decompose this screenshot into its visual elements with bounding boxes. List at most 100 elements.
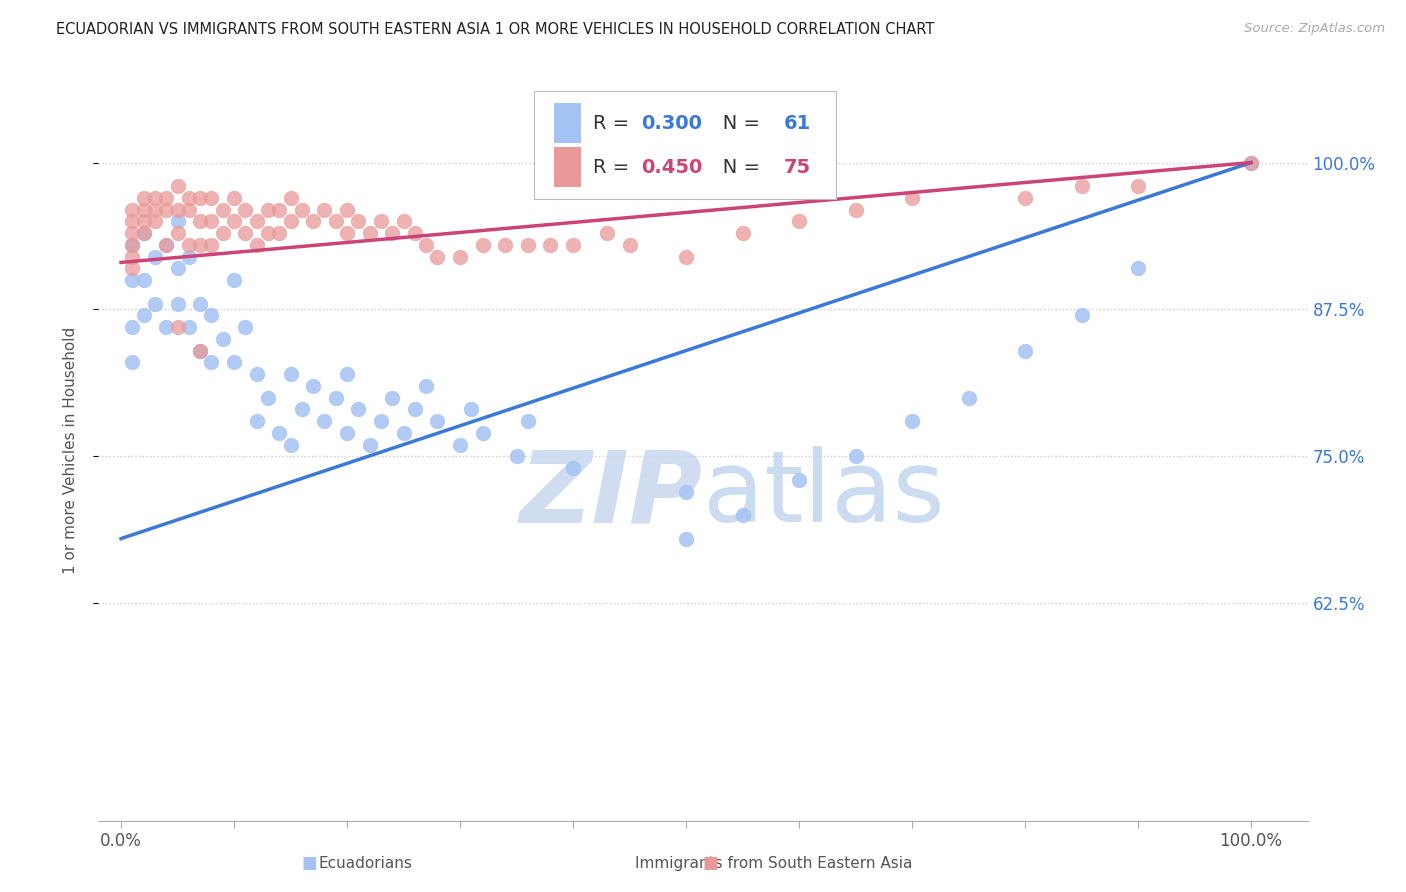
Point (957, 391, 980, 405)
Text: N =: N = (704, 113, 766, 133)
Point (494, 237, 516, 252)
Text: 75: 75 (785, 158, 811, 177)
Point (1014, 343, 1036, 358)
Point (562, 461, 585, 475)
Point (596, 226, 619, 240)
Point (291, 202, 314, 217)
Point (155, 202, 177, 217)
Point (471, 425, 494, 440)
Point (200, 214, 222, 228)
Point (415, 237, 437, 252)
Point (280, 437, 302, 451)
Point (121, 226, 143, 240)
Point (347, 214, 370, 228)
Point (143, 214, 166, 228)
Point (370, 214, 392, 228)
Point (1126, 261, 1149, 276)
Point (121, 202, 143, 217)
Point (302, 214, 325, 228)
Point (222, 355, 245, 369)
Point (166, 320, 188, 334)
Point (619, 237, 641, 252)
Point (505, 450, 527, 464)
Point (314, 202, 336, 217)
Point (155, 191, 177, 205)
Point (1126, 179, 1149, 194)
Y-axis label: 1 or more Vehicles in Household: 1 or more Vehicles in Household (63, 326, 77, 574)
Point (132, 308, 155, 322)
Point (121, 214, 143, 228)
Text: ■: ■ (702, 855, 718, 872)
Point (121, 355, 143, 369)
Point (257, 391, 280, 405)
Point (347, 402, 370, 417)
Point (359, 226, 381, 240)
Point (302, 379, 325, 393)
Point (177, 191, 200, 205)
Point (1014, 191, 1036, 205)
Point (121, 320, 143, 334)
Bar (554, 146, 581, 187)
Point (257, 202, 280, 217)
Point (166, 202, 188, 217)
Point (200, 191, 222, 205)
Point (166, 214, 188, 228)
Point (280, 367, 302, 381)
Point (1240, 155, 1263, 169)
Text: Ecuadorians: Ecuadorians (319, 856, 412, 871)
Point (392, 425, 415, 440)
Point (415, 379, 437, 393)
Point (325, 214, 347, 228)
Point (392, 214, 415, 228)
Point (291, 402, 314, 417)
Point (211, 332, 233, 346)
Point (132, 214, 155, 228)
Point (1070, 179, 1092, 194)
Point (246, 214, 269, 228)
Point (121, 273, 143, 287)
Point (449, 250, 471, 264)
Point (222, 214, 245, 228)
Point (675, 250, 697, 264)
Point (246, 237, 269, 252)
Point (166, 179, 188, 194)
Point (246, 414, 269, 428)
Point (845, 202, 868, 217)
Point (222, 191, 245, 205)
Point (314, 414, 336, 428)
Point (177, 320, 200, 334)
Point (155, 320, 177, 334)
Text: Source: ZipAtlas.com: Source: ZipAtlas.com (1244, 22, 1385, 36)
Point (449, 437, 471, 451)
Point (246, 367, 269, 381)
Point (381, 226, 404, 240)
Point (200, 308, 222, 322)
Point (901, 191, 924, 205)
Point (143, 202, 166, 217)
Point (222, 273, 245, 287)
Point (426, 250, 449, 264)
Point (233, 226, 256, 240)
Point (177, 250, 200, 264)
Point (516, 414, 538, 428)
Point (325, 391, 347, 405)
Point (132, 202, 155, 217)
Point (269, 425, 291, 440)
Text: ECUADORIAN VS IMMIGRANTS FROM SOUTH EASTERN ASIA 1 OR MORE VEHICLES IN HOUSEHOLD: ECUADORIAN VS IMMIGRANTS FROM SOUTH EAST… (56, 22, 935, 37)
Point (211, 226, 233, 240)
Point (269, 226, 291, 240)
Point (538, 237, 561, 252)
Point (269, 202, 291, 217)
Point (426, 414, 449, 428)
Text: R =: R = (593, 158, 636, 177)
Point (1070, 308, 1092, 322)
Text: atlas: atlas (703, 446, 945, 543)
Point (787, 473, 810, 487)
Text: N =: N = (704, 158, 766, 177)
Point (460, 402, 482, 417)
Point (200, 237, 222, 252)
Point (336, 226, 359, 240)
Point (280, 191, 302, 205)
Point (188, 296, 211, 310)
Point (155, 237, 177, 252)
